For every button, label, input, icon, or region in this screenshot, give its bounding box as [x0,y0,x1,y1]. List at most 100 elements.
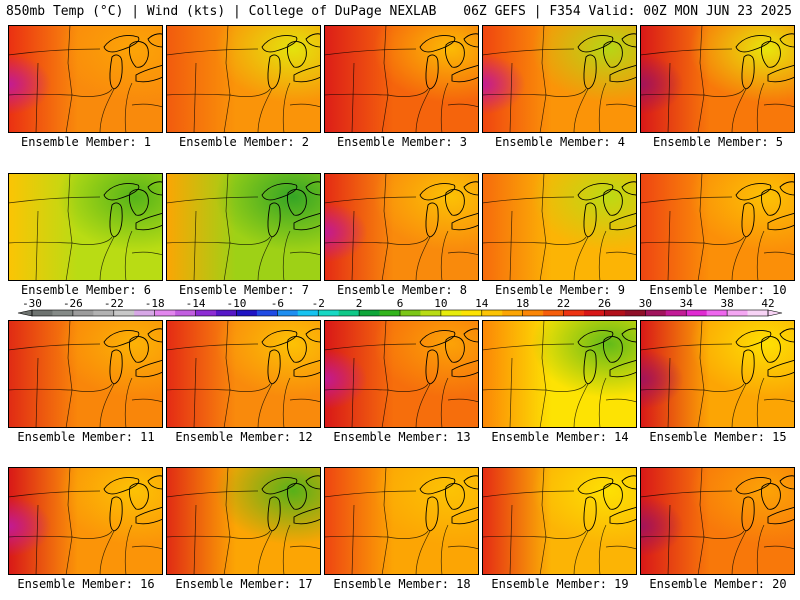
great-lakes-outline [261,477,298,495]
great-lakes-outline [779,328,795,343]
state-border-line [763,251,795,256]
state-border-line [482,490,575,498]
colorbar-low-arrow [17,309,33,317]
temperature-colorbar: -30 -26 -22 -18 -14 -10 -6 -2 2 6 10 14 18 22 26 30 34 38… [0,296,800,330]
state-border-line [71,530,113,539]
colorbar-tick-label: 2 [356,297,363,310]
colorbar-tick-label: 22 [557,297,570,310]
great-lakes-outline [419,477,456,495]
great-lakes-outline [583,496,597,532]
state-border-line [8,196,101,204]
state-border-line [731,383,747,428]
colorbar-bin [154,310,176,316]
state-border-line [573,236,589,281]
state-border-line [8,241,73,244]
great-lakes-outline [293,64,321,83]
state-border-line [229,530,271,539]
temperature-field-map [324,320,479,428]
great-lakes-outline [109,349,123,385]
colorbar-bin [236,310,258,316]
state-border-line [282,82,291,133]
ensemble-member-label: Ensemble Member: 15 [649,430,787,444]
great-lakes-outline [267,349,281,385]
colorbar-bin [359,310,380,316]
great-lakes-outline [735,183,772,201]
state-border-line [703,236,745,245]
panel-frame [8,173,163,281]
cool-anomaly-fill [8,173,163,281]
state-border-line [166,343,259,351]
state-border-line [223,320,231,428]
ensemble-member-map [640,173,795,281]
state-border-line [289,251,321,256]
great-lakes-outline [287,41,307,68]
state-border-line [35,210,39,281]
state-border-line [703,530,745,539]
colorbar-bin [113,310,135,316]
temperature-field-map [166,25,321,133]
temperature-field-map [324,467,479,575]
state-border-line [667,210,671,281]
state-border-line [415,530,431,575]
colorbar-high-arrow [767,309,783,317]
state-border-line [539,320,547,428]
great-lakes-outline [621,33,637,48]
colorbar-bin [727,310,748,316]
great-lakes-outline [135,359,163,378]
great-lakes-outline [621,328,637,343]
state-border-line [731,236,747,281]
state-border-line [756,230,765,281]
great-lakes-outline [603,336,623,363]
state-border-line [387,88,429,97]
colorbar-tick-label: 30 [639,297,652,310]
state-border-line [8,490,101,498]
great-lakes-outline [603,189,623,216]
colorbar-bin [32,310,53,316]
cool-anomaly-fill [324,467,479,575]
great-lakes-outline [109,54,123,90]
colorbar-bin [461,310,483,316]
colorbar-bin [563,310,585,316]
great-lakes-outline [761,189,781,216]
state-border-line [440,230,449,281]
great-lakes-outline [603,41,623,68]
colorbar-bin [297,310,319,316]
great-lakes-outline [741,349,755,385]
state-border-line [229,88,271,97]
state-border-line [415,383,431,428]
great-lakes-outline [463,181,479,196]
ensemble-member-map [482,467,637,575]
state-border-line [166,388,231,391]
panel-frame [8,320,163,428]
colorbar-tick-label: 10 [434,297,447,310]
great-lakes-outline [445,189,465,216]
state-border-line [539,467,547,575]
state-border-line [539,173,547,281]
cool-anomaly-fill [166,25,321,133]
state-border-line [415,236,431,281]
panel-frame [640,467,795,575]
state-border-line [131,251,163,256]
great-lakes-outline [451,64,479,83]
ensemble-member-map [324,320,479,428]
colorbar-bin [338,310,360,316]
state-border-line [640,535,705,538]
great-lakes-outline [287,483,307,510]
great-lakes-outline [761,483,781,510]
state-border-line [763,398,795,403]
cool-anomaly-fill [482,467,637,575]
cool-anomaly-fill [166,467,321,575]
temperature-field-map [8,173,163,281]
great-lakes-outline [445,336,465,363]
great-lakes-outline [293,506,321,525]
temperature-field-map [8,25,163,133]
state-border-line [697,467,705,575]
state-border-line [166,241,231,244]
colorbar-bin [72,310,94,316]
temperature-field-map [166,467,321,575]
ensemble-member-label: Ensemble Member: 3 [336,135,468,149]
heat-core-fill [324,173,479,281]
state-border-line [482,343,575,351]
state-border-line [605,251,637,256]
cool-anomaly-fill [640,173,795,281]
